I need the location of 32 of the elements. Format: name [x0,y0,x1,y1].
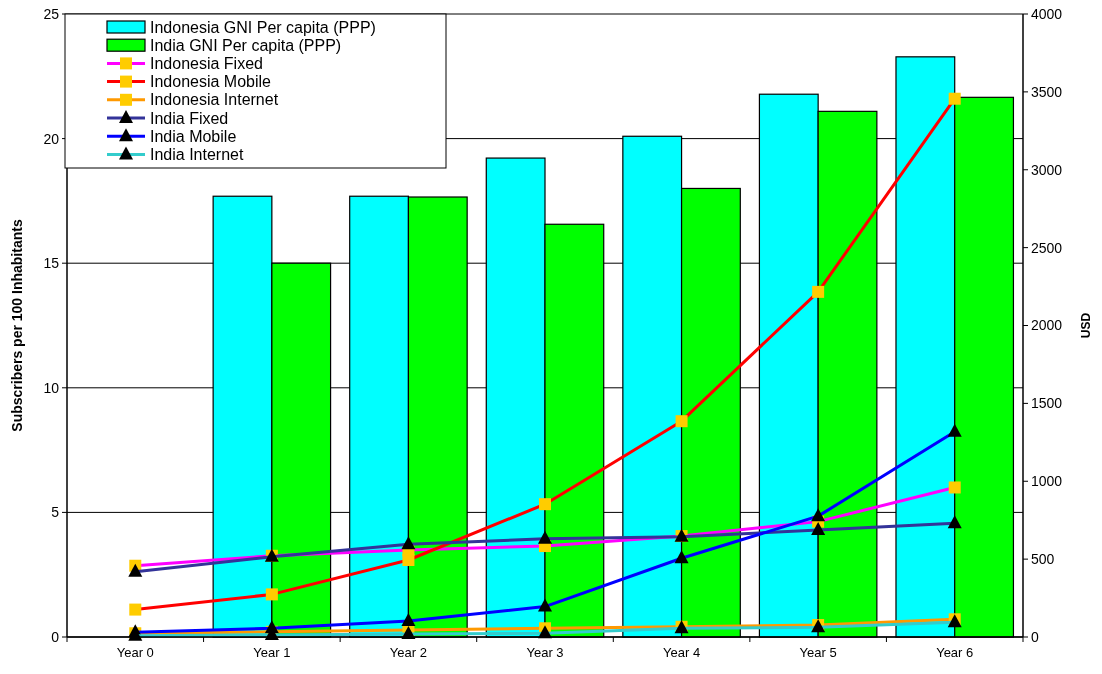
x-tick-label: Year 0 [116,645,154,660]
y-axis-title: Subscribers per 100 Inhabitants [9,219,25,432]
x-tick-label: Year 1 [253,645,291,660]
y2-tick-label: 1000 [1031,473,1063,490]
y-tick-label: 10 [43,379,60,396]
y2-tick-label: 2500 [1031,239,1063,256]
x-tick-label: Year 2 [389,645,427,660]
x-tick-label: Year 3 [526,645,564,660]
y2-tick-label: 3000 [1031,161,1063,178]
y2-tick-label: 500 [1031,551,1055,568]
legend-label: India Mobile [150,127,237,145]
y-tick-label: 15 [43,255,60,272]
y2-tick-label: 2000 [1031,317,1063,334]
y2-axis-title: USD [1079,312,1093,339]
y-tick-label: 0 [51,628,60,645]
legend-label: India Internet [150,146,244,163]
y-tick-label: 5 [51,504,60,521]
x-tick-label: Year 4 [663,645,701,660]
legend-label: Indonesia Fixed [150,55,263,72]
legend-label: India Fixed [150,109,229,127]
legend-label: India GNI Per capita (PPP) [150,36,342,54]
x-tick-label: Year 5 [799,645,837,660]
y-tick-label: 20 [43,130,60,147]
x-tick-label: Year 6 [936,645,974,660]
y2-tick-label: 1500 [1031,395,1063,412]
legend-label: Indonesia GNI Per capita (PPP) [150,18,376,36]
y2-tick-label: 4000 [1031,5,1063,22]
y2-tick-label: 3500 [1031,83,1063,100]
y-tick-label: 25 [43,5,60,22]
legend-label: Indonesia Internet [150,91,279,109]
legend-label: Indonesia Mobile [150,73,272,91]
y2-tick-label: 0 [1031,628,1039,645]
